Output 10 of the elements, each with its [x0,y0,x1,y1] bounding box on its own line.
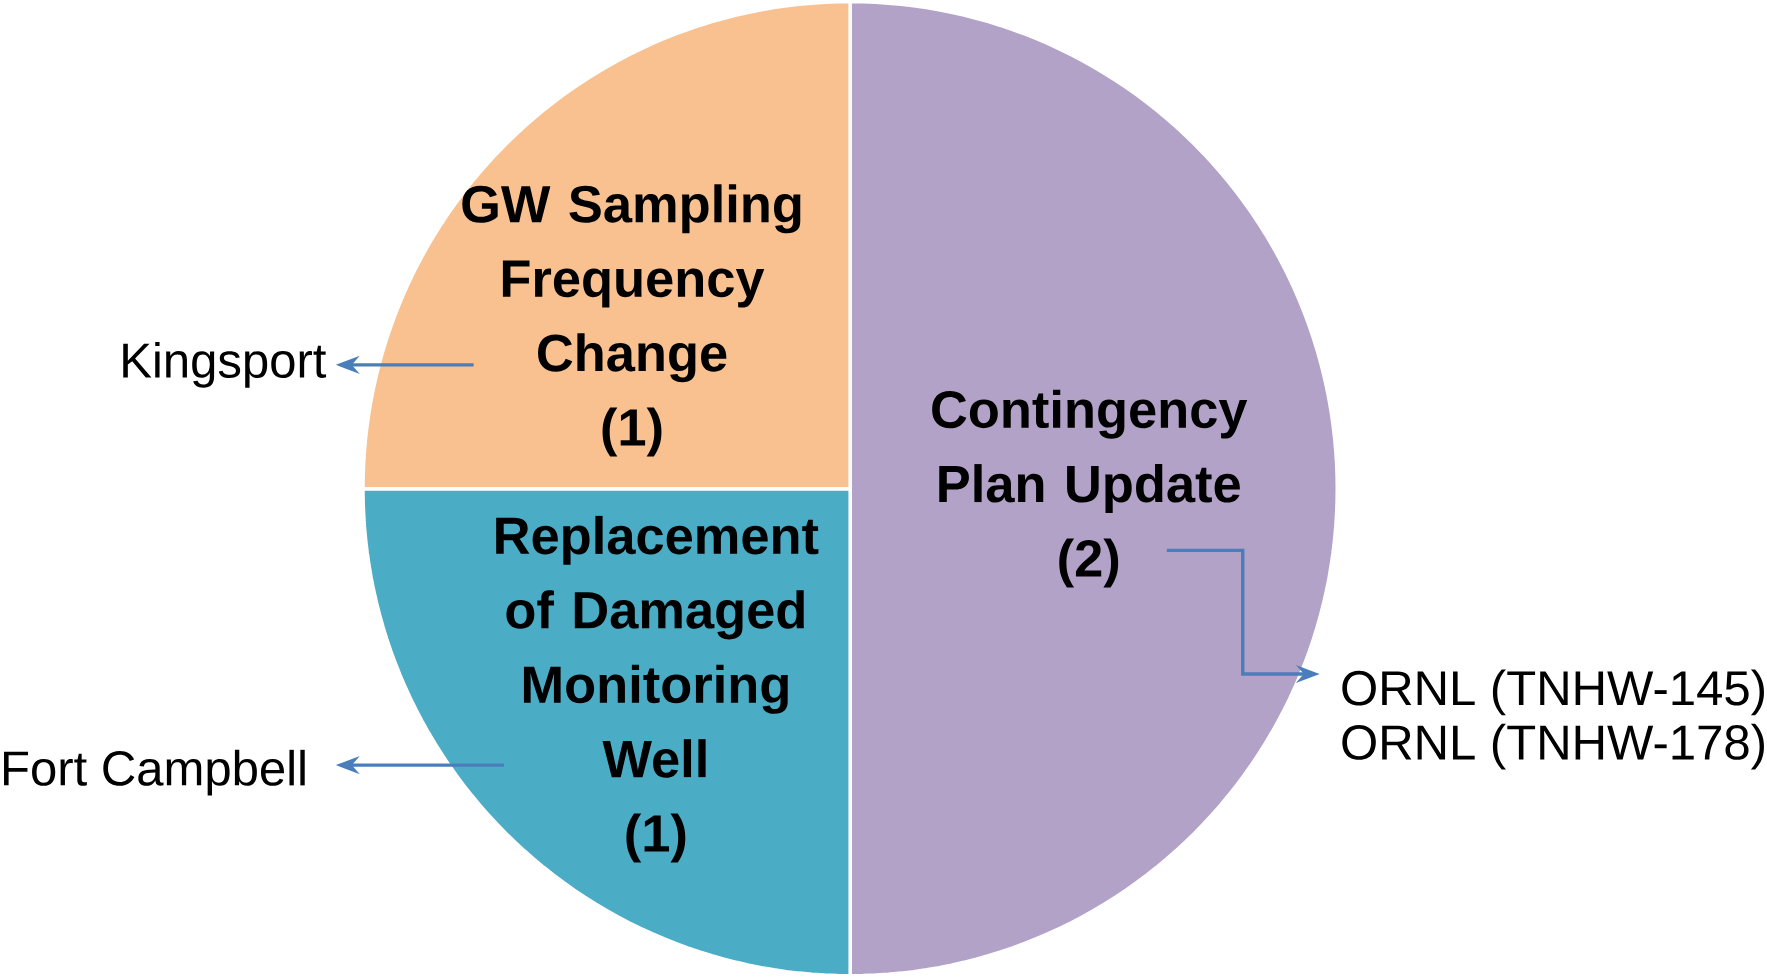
slice-label: Contingency Plan Update [932,389,1248,513]
text: ORNL (TNHW-145) [1342,669,1764,716]
data-label: (2) [1059,538,1119,588]
data-label: (1) [626,813,686,863]
slice-label: GW Sampling Frequency Change [462,184,801,382]
text: ORNL (TNHW-178) [1342,723,1764,770]
text: Fort Campbell [4,749,305,796]
data-label: (1) [602,407,662,457]
slice-label: Replacement of Damaged Monitoring Well [496,515,819,778]
text: Kingsport [123,341,327,388]
